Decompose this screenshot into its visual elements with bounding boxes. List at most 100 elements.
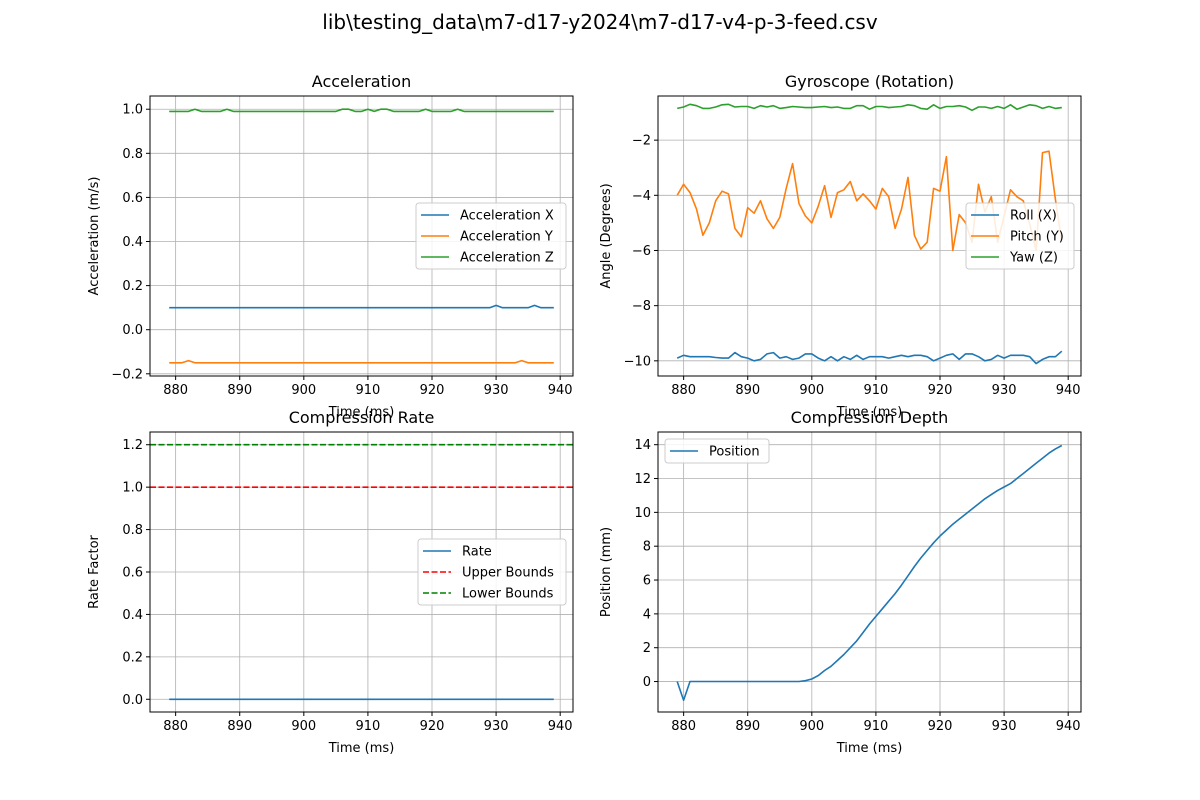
x-tick-label: 940	[548, 383, 573, 398]
y-tick-label: −0.2	[111, 367, 143, 382]
y-tick-label: 2	[643, 641, 651, 656]
y-axis-label: Acceleration (m/s)	[87, 177, 102, 296]
x-tick-label: 940	[1056, 719, 1081, 734]
legend: Position	[664, 438, 770, 464]
x-axis-label: Time (ms)	[836, 741, 903, 756]
x-tick-label: 890	[227, 383, 252, 398]
legend-label: Yaw (Z)	[1009, 251, 1058, 266]
x-tick-label: 880	[163, 719, 188, 734]
plot-area	[169, 108, 554, 364]
legend-box	[417, 538, 567, 606]
x-tick-label: 900	[799, 719, 824, 734]
y-tick-label: 8	[643, 540, 651, 555]
x-axis-label: Time (ms)	[328, 405, 395, 420]
plot-frame	[657, 431, 1082, 713]
legend-label: Position	[709, 445, 760, 460]
legend-box	[965, 202, 1075, 270]
y-tick-label: 0.4	[122, 608, 143, 623]
series-line-acceleration-z	[169, 108, 554, 113]
series-line-yaw-z-	[677, 103, 1062, 112]
plot-title: Acceleration	[312, 72, 411, 91]
series-line-acceleration-y	[169, 359, 554, 364]
x-tick-label: 910	[355, 383, 380, 398]
x-tick-label: 930	[992, 719, 1017, 734]
x-tick-label: 900	[291, 719, 316, 734]
y-tick-label: 0.0	[122, 323, 143, 338]
series-line-acceleration-x	[169, 304, 554, 309]
legend-label: Roll (X)	[1010, 209, 1057, 224]
legend-label: Rate	[462, 545, 492, 560]
plot-title: Gyroscope (Rotation)	[785, 72, 954, 91]
y-tick-label: −2	[632, 134, 651, 149]
y-tick-label: −8	[632, 299, 651, 314]
x-tick-label: 930	[484, 719, 509, 734]
x-tick-label: 940	[548, 719, 573, 734]
series-line-roll-x-	[676, 350, 1063, 365]
x-tick-label: 910	[355, 719, 380, 734]
plot-area	[676, 444, 1063, 702]
y-tick-label: 0.4	[122, 235, 143, 250]
legend: Roll (X) Pitch (Y) Yaw (Z)	[965, 202, 1075, 270]
x-tick-label: 880	[163, 383, 188, 398]
legend: Rate Upper Bounds Lower Bounds	[417, 538, 567, 606]
y-tick-label: 0.6	[122, 191, 143, 206]
x-tick-label: 890	[227, 719, 252, 734]
legend-label: Acceleration Y	[460, 230, 553, 245]
series-line-position	[676, 444, 1063, 702]
plot-title: Compression Depth	[791, 408, 949, 427]
x-tick-label: 910	[863, 719, 888, 734]
y-tick-label: 6	[643, 574, 651, 589]
y-tick-label: 1.2	[122, 438, 143, 453]
y-tick-label: 0.0	[122, 693, 143, 708]
y-tick-label: 12	[634, 472, 651, 487]
plot-frame	[149, 95, 574, 377]
legend-label: Upper Bounds	[462, 566, 554, 581]
legend-label: Acceleration Z	[460, 251, 554, 266]
x-axis-label: Time (ms)	[836, 405, 903, 420]
y-axis-label: Angle (Degrees)	[599, 183, 614, 288]
y-tick-label: 0.8	[122, 523, 143, 538]
panel-compression-depth: 880 890 900 910 920 930 940 0 2 4 6 8 10 12 14 Compress…	[599, 408, 1082, 756]
plot-area	[150, 443, 573, 701]
plot-frame	[657, 95, 1082, 377]
y-tick-label: 0	[643, 675, 651, 690]
legend: Acceleration X Acceleration Y Acceleration…	[415, 202, 567, 270]
x-tick-label: 920	[420, 383, 445, 398]
y-tick-label: 14	[634, 438, 651, 453]
x-tick-label: 930	[484, 383, 509, 398]
y-tick-label: 1.0	[122, 103, 143, 118]
x-tick-label: 900	[799, 383, 824, 398]
panel-compression-rate: 880 890 900 910 920 930 940 0.0 0.2 0.4 0.6 0.8 1.0 1…	[87, 408, 574, 756]
y-tick-label: 4	[643, 607, 651, 622]
figure-title: lib\testing_data\m7-d17-y2024\m7-d17-v4-…	[322, 10, 878, 34]
y-tick-label: 1.0	[122, 481, 143, 496]
plot-title: Compression Rate	[289, 408, 435, 427]
y-tick-label: −6	[632, 244, 651, 259]
y-tick-label: 0.2	[122, 650, 143, 665]
x-axis-label: Time (ms)	[328, 741, 395, 756]
x-tick-label: 880	[671, 383, 696, 398]
y-axis-label: Rate Factor	[87, 534, 102, 608]
x-tick-label: 880	[671, 719, 696, 734]
legend-box	[415, 202, 567, 270]
y-axis-label: Position (mm)	[599, 527, 614, 617]
x-tick-label: 890	[735, 719, 760, 734]
y-tick-label: 0.8	[122, 147, 143, 162]
legend-box	[664, 438, 770, 464]
x-tick-label: 900	[291, 383, 316, 398]
legend-label: Pitch (Y)	[1010, 230, 1064, 245]
x-tick-label: 910	[863, 383, 888, 398]
legend-label: Acceleration X	[460, 209, 554, 224]
x-tick-label: 920	[420, 719, 445, 734]
panel-gyroscope: 880 890 900 910 920 930 940 −10 −8 −6 −4 −2 Gyroscop…	[599, 72, 1082, 420]
y-tick-label: 10	[634, 506, 651, 521]
y-tick-label: −10	[624, 354, 651, 369]
y-tick-label: 0.6	[122, 566, 143, 581]
x-tick-label: 930	[992, 383, 1017, 398]
y-tick-label: 0.2	[122, 279, 143, 294]
y-tick-label: −4	[632, 189, 651, 204]
legend-label: Lower Bounds	[462, 587, 554, 602]
x-tick-label: 890	[735, 383, 760, 398]
